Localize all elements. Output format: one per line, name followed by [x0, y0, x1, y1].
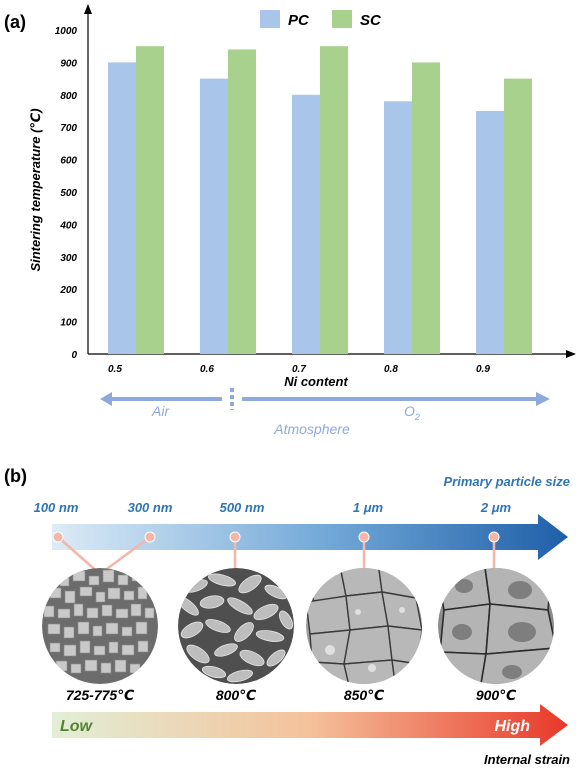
size-label-2um: 2 μm	[480, 500, 512, 515]
y-tick-label: 500	[60, 188, 77, 199]
bar-sc-0.8	[412, 62, 440, 355]
size-label-300nm: 300 nm	[128, 500, 173, 515]
particle-size-arrow	[52, 514, 568, 560]
y-tick-label: 200	[59, 285, 77, 296]
x-tick-label: 0.6	[200, 364, 214, 375]
y-tick-label: 0	[71, 350, 77, 361]
temp-label-725-775: 725-775℃	[66, 687, 134, 703]
o2-subscript: 2	[414, 412, 420, 422]
temp-label-900: 900℃	[476, 687, 516, 703]
strain-low-label: Low	[60, 718, 94, 735]
internal-strain-arrow	[52, 704, 568, 746]
o2-label: O2	[404, 403, 420, 422]
bars	[108, 46, 532, 355]
bar-pc-0.9	[476, 111, 504, 354]
x-axis-title: Ni content	[284, 374, 348, 389]
size-label-1um: 1 μm	[353, 500, 384, 515]
y-tick-label: 800	[60, 91, 77, 102]
size-axis-title: Primary particle size	[444, 474, 570, 489]
y-axis-arrowhead	[84, 4, 92, 14]
x-tick-label: 0.8	[384, 364, 398, 375]
y-tick-label: 400	[59, 220, 77, 231]
size-label-500nm: 500 nm	[220, 500, 265, 515]
temp-label-850: 850℃	[344, 687, 384, 703]
y-tick-label: 900	[60, 58, 77, 69]
legend-swatch-pc	[260, 10, 280, 28]
sem-image-725	[42, 568, 158, 684]
x-axis-arrowhead	[566, 350, 576, 358]
panel-b-label: (b)	[4, 466, 27, 486]
atmosphere-caption: Atmosphere	[273, 421, 350, 437]
y-tick-label: 100	[60, 318, 77, 329]
sem-image-850	[306, 568, 422, 684]
connectors	[57, 535, 496, 576]
legend-label-sc: SC	[360, 12, 382, 29]
bar-pc-0.6	[200, 78, 228, 354]
size-label-100nm: 100 nm	[34, 500, 79, 515]
sem-image-900	[438, 568, 554, 684]
bar-pc-0.7	[292, 94, 320, 355]
air-label: Air	[151, 403, 170, 419]
connector-dots	[52, 531, 500, 543]
y-tick-labels: 0 100 200 300 400 500 600 700 800 900 1000	[55, 26, 78, 361]
bar-sc-0.5	[136, 46, 164, 354]
strain-high-label: High	[494, 718, 530, 735]
bar-pc-0.8	[384, 101, 412, 354]
y-tick-label: 300	[60, 253, 77, 264]
atmosphere-arrowhead-right	[536, 392, 550, 406]
x-tick-label: 0.7	[292, 364, 306, 375]
legend: PC SC	[260, 10, 382, 29]
x-tick-labels: 0.5 0.6 0.7 0.8 0.9	[108, 364, 490, 375]
bar-sc-0.7	[320, 46, 348, 354]
y-axis-title: Sintering temperature (℃)	[28, 108, 43, 271]
x-tick-label: 0.5	[108, 364, 122, 375]
atmosphere-arrow	[100, 388, 550, 410]
legend-label-pc: PC	[288, 12, 310, 29]
x-tick-label: 0.9	[476, 364, 490, 375]
o2-main: O	[404, 403, 415, 419]
strain-title: Internal strain	[484, 752, 570, 767]
bar-pc-0.5	[108, 62, 136, 355]
sem-image-800	[178, 568, 294, 684]
legend-swatch-sc	[332, 10, 352, 28]
panel-a-label: (a)	[4, 12, 26, 32]
y-tick-label: 1000	[55, 26, 78, 37]
y-tick-label: 700	[60, 123, 77, 134]
bar-sc-0.6	[228, 49, 256, 354]
bar-sc-0.9	[504, 78, 532, 354]
atmosphere-arrowhead-left	[100, 392, 112, 406]
temp-label-800: 800℃	[216, 687, 256, 703]
y-tick-label: 600	[60, 156, 77, 167]
